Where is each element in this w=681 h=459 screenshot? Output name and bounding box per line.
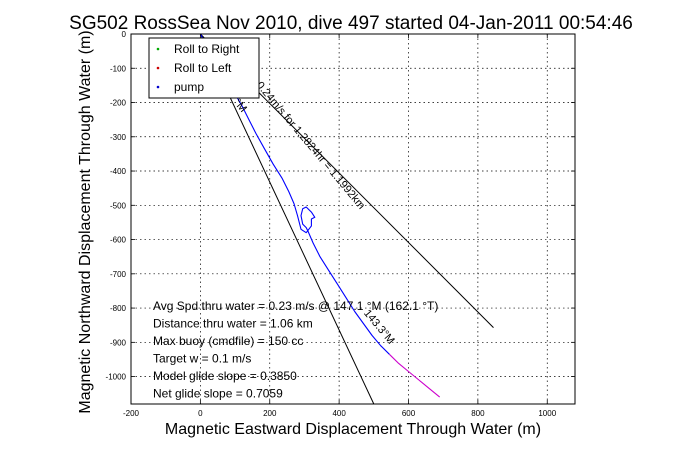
y-tick-label: -400: [110, 167, 127, 176]
y-tick-label: -1000: [106, 373, 127, 382]
x-axis-label: Magnetic Eastward Displacement Through W…: [165, 421, 541, 438]
y-tick-label: -500: [110, 201, 127, 210]
legend-box: [148, 37, 260, 99]
y-tick-label: -300: [110, 133, 127, 142]
annotation-line: Net glide slope = 0.7059: [153, 387, 283, 401]
plot-area: [130, 33, 576, 405]
y-tick-label: -100: [110, 64, 127, 73]
y-tick-label: -200: [110, 99, 127, 108]
annotation-line: Model glide slope = 0.3850: [153, 369, 297, 383]
legend-marker: [156, 66, 160, 70]
series-layer: [199, 33, 441, 398]
track-series: [389, 353, 441, 398]
legend-marker: [156, 47, 160, 51]
x-tick-label: -200: [123, 409, 140, 418]
legend-label: Roll to Right: [174, 42, 240, 56]
y-tick-label: 0: [122, 30, 127, 39]
x-tick-label: 1000: [538, 409, 556, 418]
y-tick-label: -700: [110, 270, 127, 279]
legend: Roll to Right Roll to Left pump: [148, 37, 260, 99]
y-tick-label: -800: [110, 304, 127, 313]
ticks: -200 0 200 400 600 800 1000 0 -100 -200 -300 -400 -5…: [106, 30, 575, 418]
annotation-line: Max buoy (cmdfile) = 150 cc: [153, 334, 303, 348]
track-series: [199, 33, 390, 355]
x-tick-label: 200: [263, 409, 277, 418]
x-tick-label: 0: [198, 409, 203, 418]
annotation-line: Target w = 0.1 m/s: [153, 352, 251, 366]
y-axis-label: Magnetic Northward Displacement Through …: [77, 30, 94, 413]
legend-label: Roll to Left: [174, 61, 232, 75]
annotation-line: Avg Spd thru water = 0.23 m/s @ 147.1 °M…: [153, 299, 438, 313]
grid: [131, 34, 575, 404]
legend-label: pump: [174, 80, 204, 94]
x-tick-label: 800: [471, 409, 485, 418]
stats-annotations: Avg Spd thru water = 0.23 m/s @ 147.1 °M…: [153, 299, 438, 401]
chart-title: SG502 RossSea Nov 2010, dive 497 started…: [69, 13, 633, 34]
y-tick-label: -600: [110, 236, 127, 245]
x-tick-label: 400: [332, 409, 346, 418]
x-tick-label: 600: [402, 409, 416, 418]
annotation-line: Distance thru water = 1.06 km: [153, 317, 313, 331]
y-tick-label: -900: [110, 338, 127, 347]
legend-marker: [156, 85, 160, 89]
